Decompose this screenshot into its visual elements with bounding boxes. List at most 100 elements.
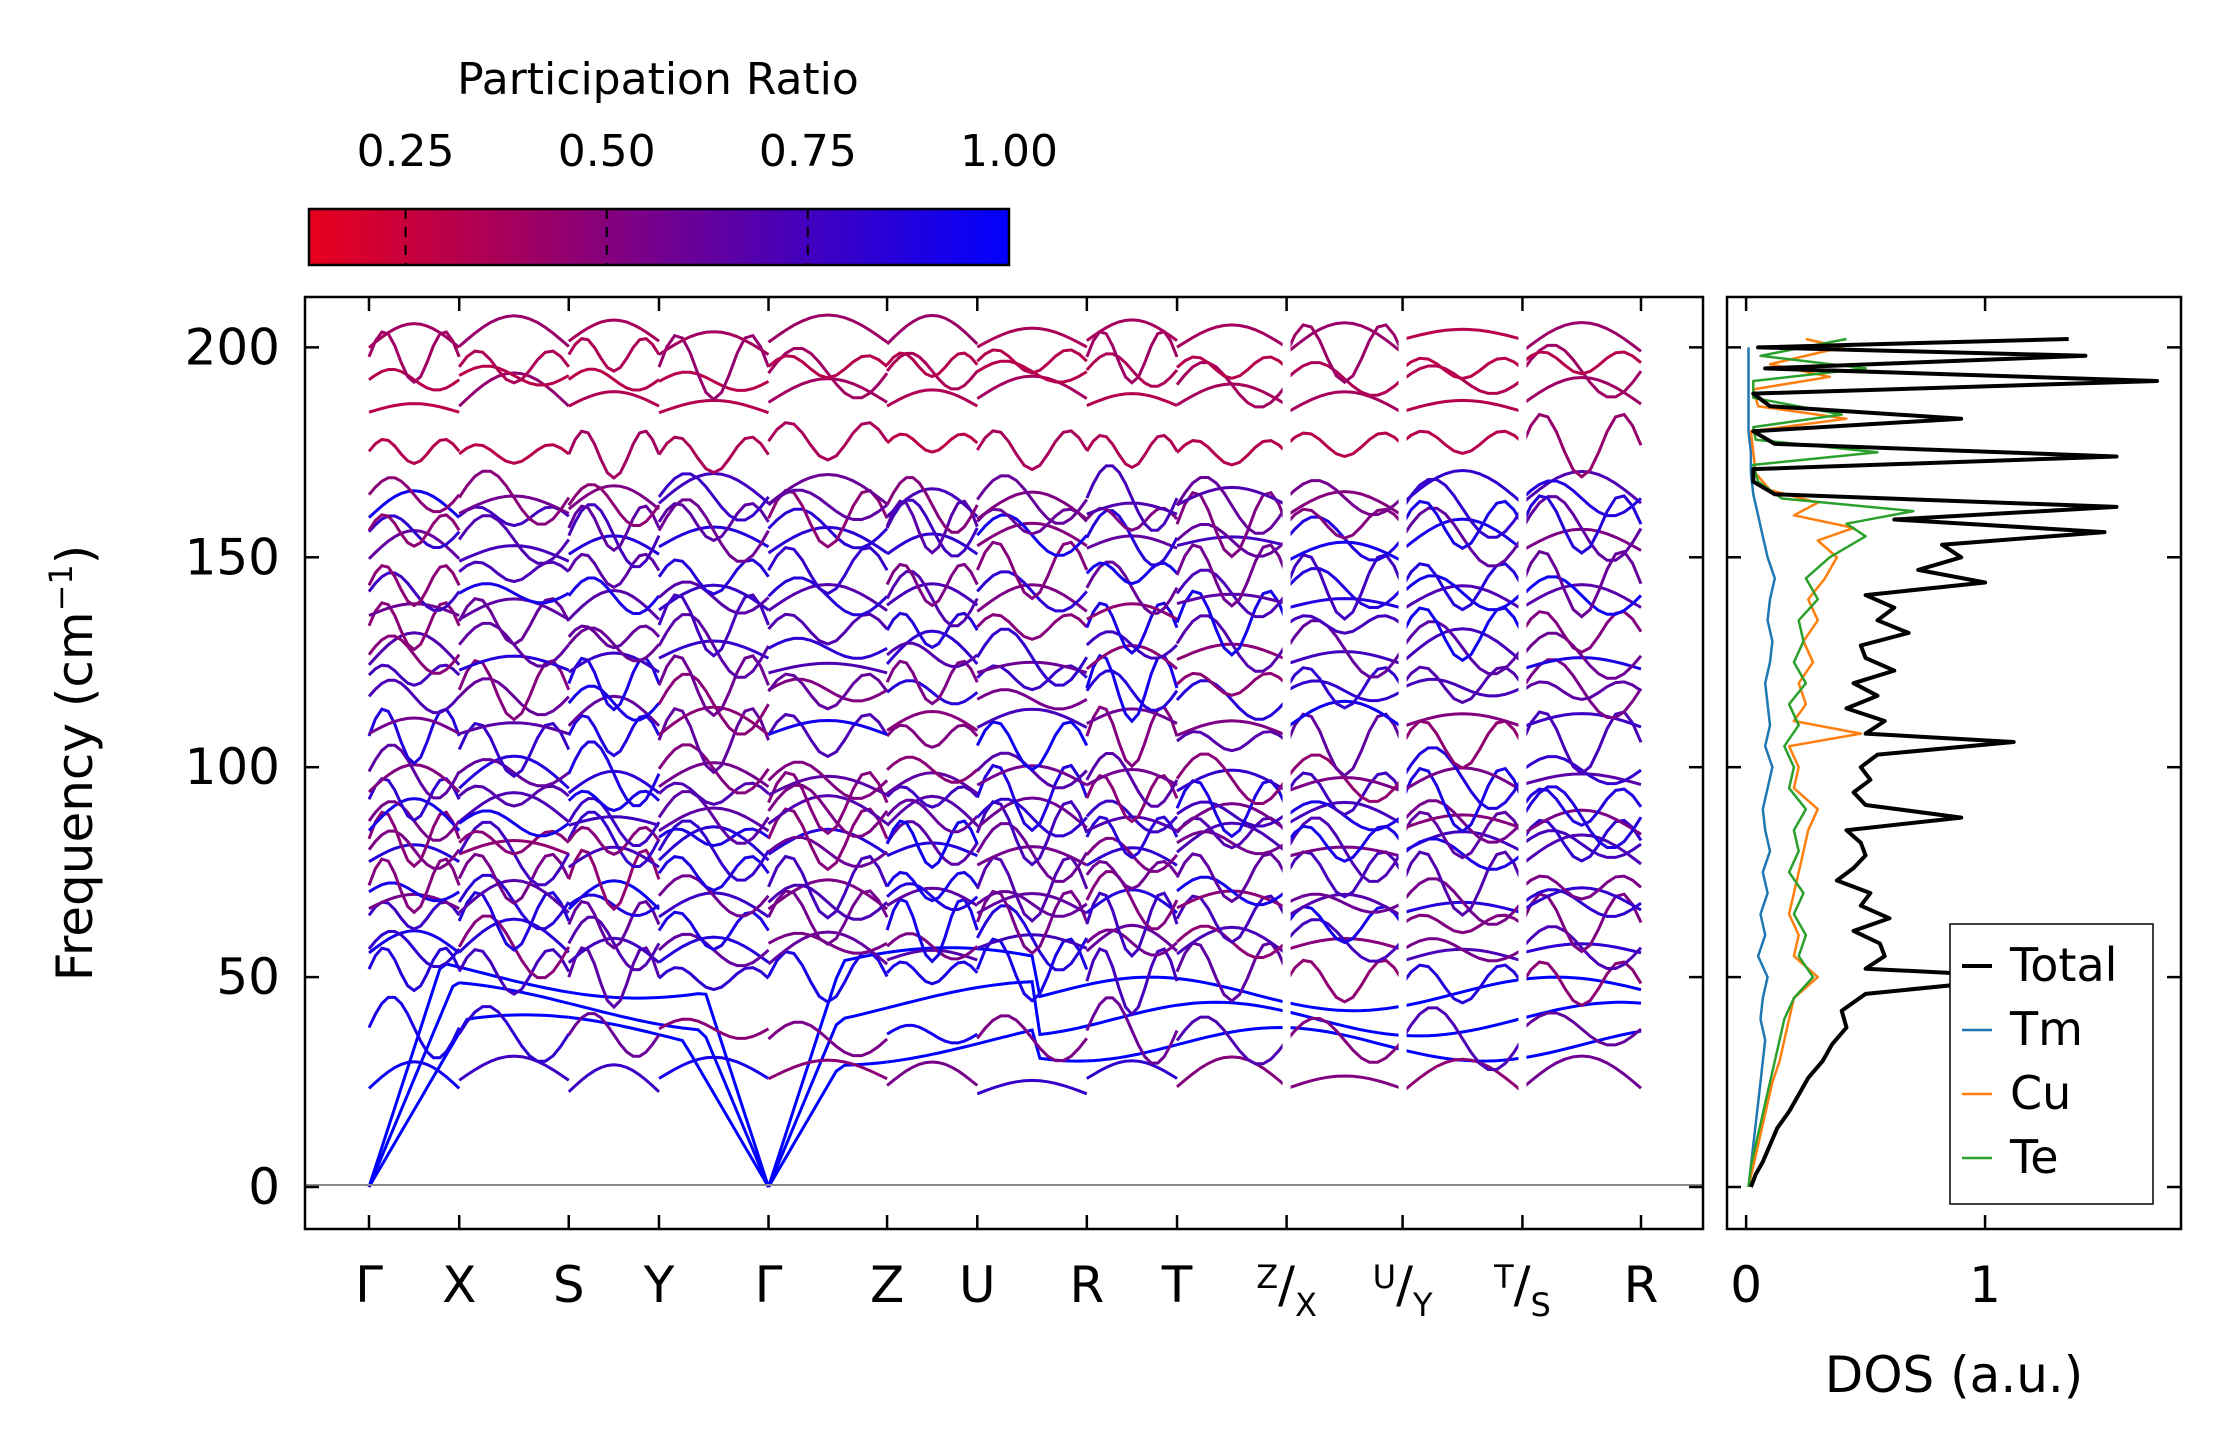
phonon-band bbox=[1176, 1055, 1288, 1088]
phonon-band bbox=[567, 1012, 661, 1058]
phonon-band bbox=[767, 488, 889, 549]
phonon-band bbox=[1522, 942, 1642, 955]
phonon-band bbox=[976, 1014, 1088, 1063]
phonon-band bbox=[1176, 523, 1288, 558]
phonon-band bbox=[367, 514, 461, 549]
phonon-band bbox=[886, 582, 979, 607]
phonon-band bbox=[886, 948, 978, 962]
phonon-band bbox=[567, 588, 661, 621]
phonon-band bbox=[1175, 779, 1288, 839]
phonon-band bbox=[367, 476, 461, 514]
y-tick-label: 150 bbox=[185, 528, 280, 586]
phonon-band bbox=[1521, 350, 1642, 376]
phonon-band bbox=[975, 904, 1089, 972]
phonon-band bbox=[367, 995, 461, 1060]
phonon-band bbox=[1085, 561, 1179, 586]
phonon-band bbox=[568, 1001, 660, 1026]
phonon-band bbox=[976, 326, 1088, 349]
phonon-band bbox=[1285, 490, 1404, 517]
phonon-band bbox=[367, 930, 461, 968]
phonon-band bbox=[567, 946, 661, 1010]
phonon-band bbox=[367, 330, 461, 385]
phonon-band bbox=[767, 1006, 888, 1188]
phonon-band bbox=[1521, 712, 1642, 729]
phonon-band bbox=[975, 937, 1089, 1003]
phonon-band bbox=[885, 723, 979, 749]
phonon-band bbox=[1521, 343, 1643, 399]
phonon-band bbox=[1285, 390, 1404, 415]
phonon-band bbox=[1521, 829, 1642, 859]
phonon-band bbox=[767, 576, 889, 617]
phonon-band bbox=[367, 663, 461, 687]
phonon-band bbox=[1086, 1043, 1178, 1063]
phonon-band bbox=[1521, 755, 1642, 786]
phonon-band bbox=[367, 571, 461, 612]
phonon-band bbox=[1286, 1074, 1404, 1091]
phonon-band bbox=[1401, 562, 1524, 612]
phonon-band bbox=[767, 878, 889, 911]
phonon-band bbox=[767, 836, 889, 868]
y-tick-label: 100 bbox=[185, 738, 280, 796]
phonon-band bbox=[367, 1060, 461, 1090]
x-tick-label: Γ bbox=[755, 1256, 783, 1314]
phonon-band bbox=[976, 822, 1089, 883]
phonon-band bbox=[1176, 802, 1288, 832]
phonon-band bbox=[1085, 836, 1179, 873]
phonon-band bbox=[1175, 568, 1288, 619]
phonon-band bbox=[885, 897, 979, 964]
phonon-band bbox=[976, 570, 1088, 613]
phonon-band bbox=[767, 545, 889, 596]
phonon-band bbox=[886, 986, 978, 1010]
phonon-band bbox=[885, 476, 979, 534]
dos-line-total bbox=[1749, 337, 2160, 1188]
phonon-band bbox=[1286, 650, 1404, 666]
phonon-band bbox=[1285, 712, 1404, 778]
phonon-band bbox=[1285, 800, 1404, 826]
phonon-band bbox=[976, 521, 1088, 548]
x-tick-label: X bbox=[442, 1256, 476, 1314]
phonon-band bbox=[1285, 824, 1404, 863]
phonon-band bbox=[658, 761, 770, 788]
phonon-band bbox=[457, 914, 571, 980]
phonon-band bbox=[1402, 813, 1523, 830]
phonon-band bbox=[767, 889, 889, 947]
phonon-band bbox=[567, 429, 661, 480]
phonon-band bbox=[567, 483, 661, 527]
y-axis-label: Frequency (cm−1) bbox=[42, 545, 104, 982]
phonon-band bbox=[1085, 752, 1179, 808]
phonon-band bbox=[1401, 606, 1524, 663]
phonon-band bbox=[1085, 928, 1178, 957]
phonon-band bbox=[1285, 479, 1404, 516]
phonon-band bbox=[1285, 614, 1404, 635]
phonon-band bbox=[1285, 699, 1404, 729]
phonon-band bbox=[1176, 1025, 1287, 1047]
phonon-band bbox=[1175, 752, 1288, 805]
phonon-band bbox=[567, 576, 661, 615]
phonon-band bbox=[658, 398, 769, 415]
phonon-band bbox=[1085, 318, 1178, 342]
phonon-band bbox=[1085, 509, 1179, 567]
phonon-band bbox=[885, 798, 979, 834]
phonon-band bbox=[885, 611, 979, 650]
phonon-band bbox=[567, 503, 661, 569]
phonon-band bbox=[458, 314, 570, 348]
phonon-band bbox=[1401, 468, 1524, 505]
dos-line-tm bbox=[1747, 347, 1777, 1188]
phonon-band bbox=[1285, 958, 1404, 1004]
phonon-band bbox=[1521, 888, 1642, 918]
phonon-band bbox=[568, 815, 660, 827]
phonon-band bbox=[458, 829, 570, 856]
phonon-band bbox=[567, 626, 661, 663]
phonon-band bbox=[886, 882, 979, 911]
phonon-band bbox=[1086, 602, 1178, 621]
phonon-band bbox=[457, 852, 571, 906]
phonon-band bbox=[976, 688, 1088, 711]
phonon-band bbox=[1085, 870, 1179, 931]
phonon-band bbox=[1285, 1017, 1404, 1064]
phonon-band bbox=[658, 583, 770, 612]
phonon-band bbox=[567, 740, 661, 808]
phonon-band bbox=[1285, 431, 1404, 458]
phonon-band bbox=[458, 505, 570, 528]
phonon-band bbox=[657, 613, 770, 679]
